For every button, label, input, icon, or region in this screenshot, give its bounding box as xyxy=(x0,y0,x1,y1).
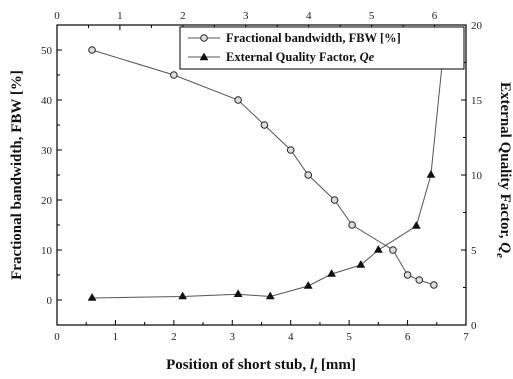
fbw-data-point xyxy=(286,146,295,154)
legend-qe-label: External Quality Factor, Qe xyxy=(226,50,375,64)
bottom-x-tick-label: 3 xyxy=(230,331,236,343)
right-y-tick-label: 5 xyxy=(471,245,477,257)
qe-data-point xyxy=(233,289,243,297)
bottom-x-tick-label: 0 xyxy=(54,331,60,343)
legend-fbw-marker xyxy=(200,34,208,42)
qe-data-point xyxy=(373,244,383,253)
fbw-data-point xyxy=(403,271,412,279)
fbw-data-point xyxy=(389,246,397,254)
top-x-tick-label: 6 xyxy=(432,10,438,22)
right-y-tick-label: 0 xyxy=(471,320,477,332)
qe-data-point xyxy=(303,280,313,289)
y2-axis-label: External Quality Factor, Qe xyxy=(494,82,513,258)
series-layer xyxy=(87,42,449,301)
bottom-x-tick-label: 5 xyxy=(346,331,352,343)
left-y-tick-label: 10 xyxy=(41,245,53,257)
qe-data-point xyxy=(411,220,421,229)
y2-axis-label-text: External Quality Factor, xyxy=(497,82,513,242)
bottom-x-tick-label: 4 xyxy=(288,331,294,343)
top-x-tick-label: 2 xyxy=(180,10,186,22)
legend: Fractional bandwidth, FBW [%] External Q… xyxy=(179,26,465,70)
top-x-tick-label: 0 xyxy=(54,10,60,22)
legend-fbw-label: Fractional bandwidth, FBW [%] xyxy=(226,31,401,45)
fbw-data-point xyxy=(415,276,424,284)
qe-data-point xyxy=(87,292,97,301)
fbw-data-point xyxy=(88,46,96,54)
bottom-x-tick-label: 7 xyxy=(463,331,469,343)
legend-qe-var: Qe xyxy=(360,50,375,64)
bottom-x-tick-label: 2 xyxy=(171,331,177,343)
top-x-tick-label: 3 xyxy=(243,10,249,22)
left-y-tick-label: 50 xyxy=(41,45,53,57)
top-x-tick-label: 1 xyxy=(117,10,123,22)
fbw-data-point xyxy=(330,196,339,204)
series-1-line xyxy=(92,47,445,299)
right-y-ticks: 0 5 10 15 20 xyxy=(461,20,483,332)
x-axis-label-unit: [mm] xyxy=(317,357,356,373)
fbw-data-point xyxy=(234,96,242,104)
qe-data-point xyxy=(426,169,436,178)
y-axis-label: Fractional bandwidth, FBW [%] xyxy=(9,70,25,280)
fbw-data-point xyxy=(260,121,269,129)
left-y-ticks: 0 10 20 30 40 50 xyxy=(41,24,62,326)
fbw-data-point xyxy=(430,281,438,289)
fbw-data-point xyxy=(304,171,313,179)
x-axis-label: Position of short stub, lt [mm] xyxy=(166,357,356,376)
x-axis-label-var: l xyxy=(310,357,315,373)
top-x-tick-label: 4 xyxy=(306,10,312,22)
right-y-tick-label: 20 xyxy=(471,20,483,32)
bottom-x-tick-label: 6 xyxy=(405,331,411,343)
legend-qe-text: External Quality Factor, xyxy=(226,50,360,64)
qe-data-point xyxy=(265,291,275,300)
left-y-tick-label: 0 xyxy=(47,295,53,307)
y2-axis-label-sub: e xyxy=(494,253,506,258)
legend-box xyxy=(179,26,465,70)
left-y-tick-label: 40 xyxy=(41,95,53,107)
fbw-data-point xyxy=(170,71,178,79)
qe-data-point xyxy=(327,268,337,277)
qe-data-point xyxy=(178,291,188,300)
left-y-tick-label: 30 xyxy=(41,145,53,157)
left-y-tick-label: 20 xyxy=(41,195,53,207)
legend-qe-marker xyxy=(199,52,209,61)
right-y-tick-label: 15 xyxy=(471,95,483,107)
bottom-x-tick-label: 1 xyxy=(113,331,119,343)
x-axis-label-text: Position of short stub, xyxy=(166,357,310,373)
right-y-tick-label: 10 xyxy=(471,170,483,182)
y2-axis-label-var: Q xyxy=(497,242,513,253)
plot-frame xyxy=(56,24,467,326)
x-axis-label-sub: t xyxy=(314,364,318,376)
qe-data-point xyxy=(356,259,366,268)
series-0-line xyxy=(91,49,435,286)
bottom-x-ticks: 0 1 2 3 4 5 6 7 xyxy=(54,320,469,343)
top-x-tick-label: 5 xyxy=(369,10,375,22)
fbw-data-point xyxy=(348,221,356,229)
